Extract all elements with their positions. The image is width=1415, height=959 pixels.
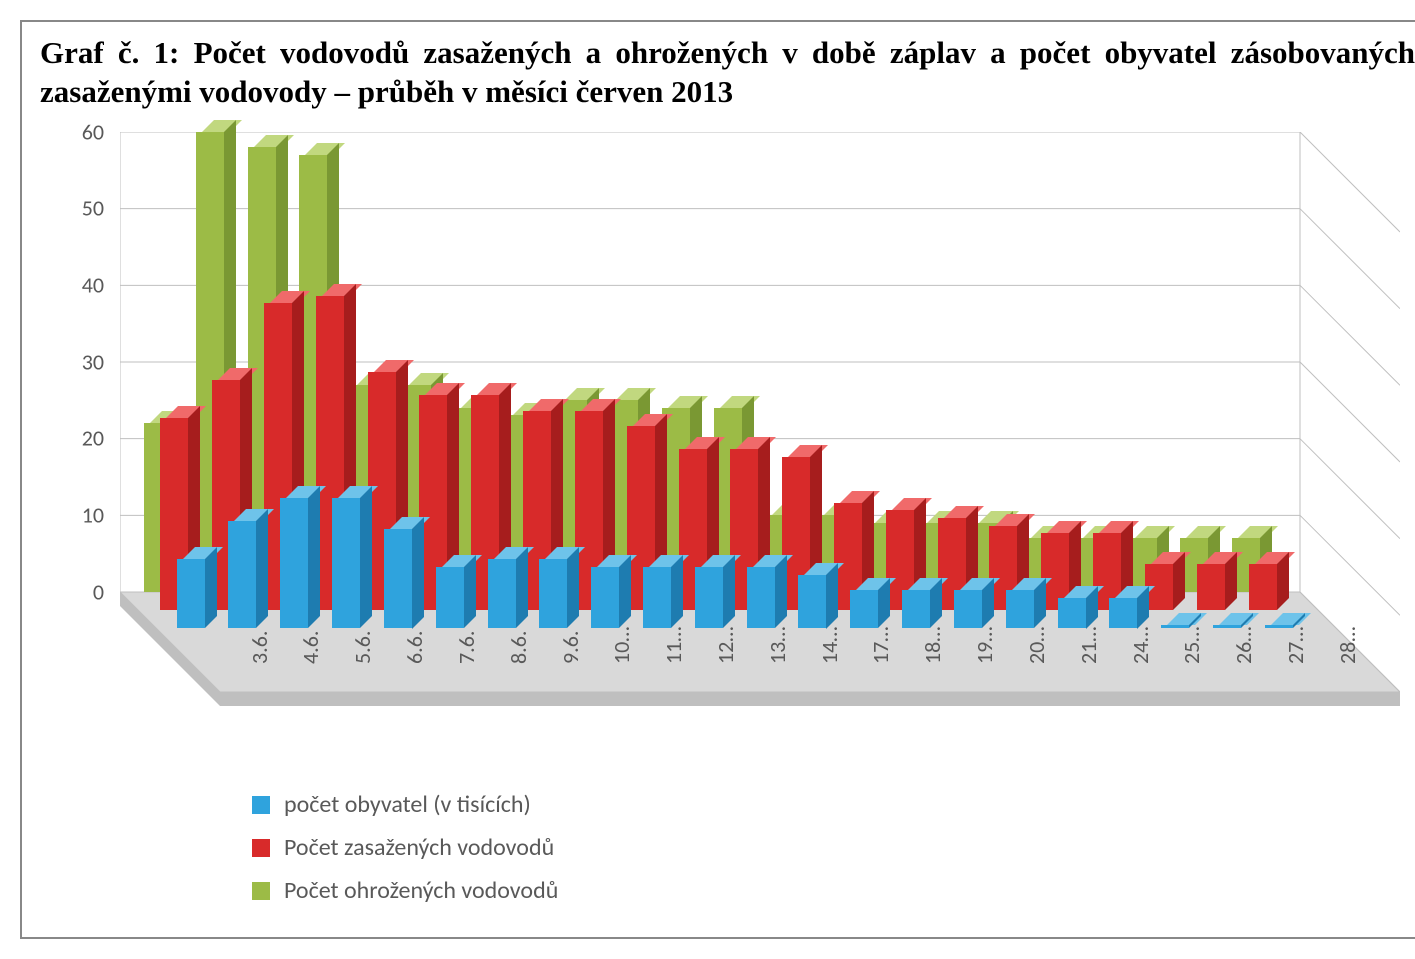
legend-item: Počet zasažených vodovodů <box>252 833 558 862</box>
y-tick-label: 40 <box>82 271 104 298</box>
bar <box>1265 625 1293 628</box>
bar <box>280 498 308 628</box>
bar <box>539 559 567 628</box>
bar <box>488 559 516 628</box>
legend-swatch <box>252 839 270 857</box>
y-tick-label: 60 <box>82 118 104 145</box>
bar <box>1213 625 1241 628</box>
legend-item: počet obyvatel (v tisících) <box>252 790 558 819</box>
legend-swatch <box>252 796 270 814</box>
legend-label: Počet zasažených vodovodů <box>284 833 554 862</box>
bar <box>954 590 982 628</box>
bar <box>643 567 671 628</box>
bar <box>1161 625 1189 628</box>
legend-swatch <box>252 882 270 900</box>
legend: počet obyvatel (v tisících) Počet zasažen… <box>252 776 558 919</box>
legend-item: Počet ohrožených vodovodů <box>252 876 558 905</box>
bar <box>1197 564 1225 610</box>
plot-area: 0102030405060 3.6.4.6.5.6.6.6.7.6.8.6.9.… <box>40 122 1415 822</box>
legend-label: počet obyvatel (v tisících) <box>284 790 531 819</box>
bars-container <box>120 132 1400 722</box>
bar <box>384 529 412 629</box>
bar <box>436 567 464 628</box>
bar <box>228 521 256 628</box>
bar <box>850 590 878 628</box>
bar <box>695 567 723 628</box>
chart-title: Graf č. 1: Počet vodovodů zasažených a o… <box>40 34 1415 112</box>
bar <box>1109 598 1137 629</box>
bar <box>1006 590 1034 628</box>
chart-frame: Graf č. 1: Počet vodovodů zasažených a o… <box>20 20 1415 939</box>
y-tick-label: 50 <box>82 195 104 222</box>
bar <box>1249 564 1277 610</box>
y-tick-label: 10 <box>82 501 104 528</box>
y-tick-label: 30 <box>82 348 104 375</box>
plot-3d <box>120 132 1400 722</box>
bar <box>1058 598 1086 629</box>
y-tick-label: 20 <box>82 425 104 452</box>
y-axis: 0102030405060 <box>40 132 110 632</box>
bar <box>332 498 360 628</box>
bar <box>747 567 775 628</box>
bar <box>591 567 619 628</box>
bar <box>902 590 930 628</box>
legend-label: Počet ohrožených vodovodů <box>284 876 558 905</box>
bar <box>798 575 826 629</box>
bar <box>177 559 205 628</box>
y-tick-label: 0 <box>93 578 104 605</box>
